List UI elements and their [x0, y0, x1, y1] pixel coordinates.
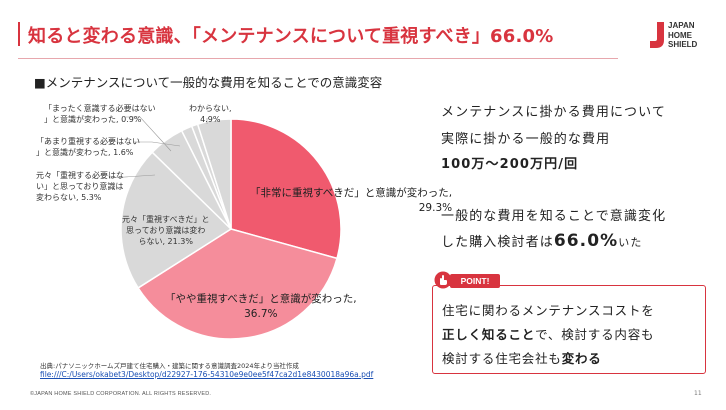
slice-label-value: 4.9% — [200, 115, 221, 124]
point-box — [432, 285, 706, 374]
slice-label-text: 「やや重視すべきだ」と意識が変わった, — [165, 293, 357, 305]
slice-label-text: い」と思っており意識は — [36, 182, 124, 191]
right-text-line-5-post: いた — [618, 236, 643, 249]
logo-text-line: SHIELD — [668, 40, 698, 49]
slice-label-text: 「非常に重視すべきだ」と意識が変わった, — [250, 187, 453, 199]
slice-label-text: 元々「重視すべきだ」と — [122, 215, 210, 224]
point-badge: POINT! — [434, 271, 504, 289]
chart-subtitle: ■メンテナンスについて一般的な費用を知ることでの意識変容 — [34, 75, 383, 90]
highlight-percentage: 66.0% — [553, 231, 619, 251]
right-text-line-5: した購入検討者は66.0%いた — [441, 231, 643, 251]
logo-mark-icon — [650, 22, 664, 48]
right-text-line-5-pre: した購入検討者は — [441, 235, 554, 250]
right-text-cost-range: 100万～200万円/回 — [441, 157, 579, 172]
title-accent-bar — [18, 22, 20, 46]
slice-label-value: 変わらない, 5.3% — [36, 193, 102, 202]
source-file-link[interactable]: file:///C:/Users/okabet3/Desktop/d22927-… — [40, 370, 374, 379]
point-line-1: 住宅に関わるメンテナンスコストを — [442, 303, 655, 318]
point-line-2-bold: 正しく知ること — [442, 327, 536, 342]
pointing-hand-icon — [434, 271, 452, 289]
pie-slice-dont-know — [196, 118, 232, 230]
logo-text: JAPAN HOME SHIELD — [668, 21, 697, 50]
slice-label-text: 「あまり重視する必要はない — [36, 137, 140, 146]
slice-label-value: らない, 21.3% — [138, 237, 193, 246]
slice-label-text: 「まったく意識する必要はない — [44, 104, 156, 113]
leader-line — [109, 174, 156, 179]
page-title: 知ると変わる意識、「メンテナンスについて重視すべき」66.0% — [28, 26, 554, 47]
page-number: 11 — [694, 390, 702, 397]
source-note: 出典:パナソニックホームズ戸建て住宅購入・建築に関する意識調査2024年より当社… — [40, 362, 299, 370]
slice-label-value: 29.3% — [418, 202, 453, 214]
point-line-3: 検討する住宅会社も変わる — [442, 348, 602, 367]
slice-label-text: 元々「重視する必要はな — [36, 171, 124, 180]
point-line-3-bold: 変わる — [561, 351, 602, 366]
point-line-2: 正しく知ることで、検討する内容も — [442, 324, 654, 343]
slice-label-not-very-necessary: 「あまり重視する必要はない 」と意識が変わった, 1.6% — [36, 136, 140, 158]
pie-slice-very-important — [230, 118, 342, 260]
slice-label-very-important: 「非常に重視すべきだ」と意識が変わった, 29.3% — [250, 186, 452, 216]
company-logo: JAPAN HOME SHIELD — [650, 20, 710, 50]
pie-slice-already-important — [120, 151, 233, 289]
slice-label-not-at-all-necessary: 「まったく意識する必要はない 」と意識が変わった, 0.9% — [44, 103, 156, 125]
slice-label-text: わからない, — [189, 104, 232, 113]
point-badge-label: POINT! — [450, 274, 500, 288]
right-text-line-1: メンテナンスに掛かる費用について — [441, 105, 666, 120]
title-divider — [18, 58, 618, 59]
logo-text-line: HOME — [668, 30, 692, 40]
slice-label-value: 」と意識が変わった, 1.6% — [36, 148, 134, 157]
slice-label-somewhat-important: 「やや重視すべきだ」と意識が変わった, 36.7% — [165, 292, 357, 322]
slice-label-dont-know: わからない, 4.9% — [189, 103, 232, 125]
slice-label-value: 」と意識が変わった, 0.9% — [44, 115, 142, 124]
copyright-footer: ©JAPAN HOME SHIELD CORPORATION. ALL RIGH… — [30, 391, 212, 397]
slice-label-value: 36.7% — [244, 308, 278, 320]
slice-label-text: 思っており意識は変わ — [126, 226, 206, 235]
slice-label-already-important: 元々「重視すべきだ」と 思っており意識は変わ らない, 21.3% — [122, 214, 209, 247]
leader-line — [125, 116, 172, 152]
point-line-3-pre: 検討する住宅会社も — [442, 351, 562, 366]
point-line-2-rest: で、検討する内容も — [535, 327, 655, 342]
slice-label-already-unnecessary: 元々「重視する必要はな い」と思っており意識は 変わらない, 5.3% — [36, 170, 124, 203]
right-text-line-4: 一般的な費用を知ることで意識変化 — [441, 209, 667, 224]
right-text-line-2: 実際に掛かる一般的な費用 — [441, 132, 611, 147]
leader-line — [134, 141, 181, 147]
logo-text-line: JAPAN — [668, 21, 695, 30]
